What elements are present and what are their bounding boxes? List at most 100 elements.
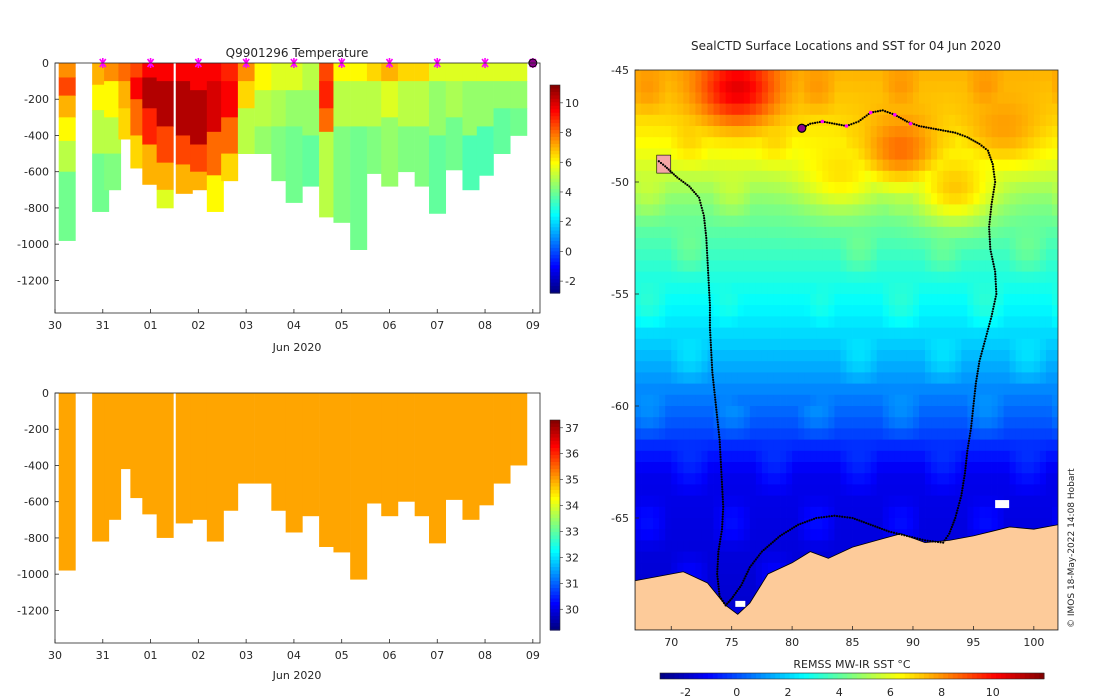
sst-cell — [695, 562, 702, 575]
sst-cell — [689, 462, 696, 474]
sst-cell — [1051, 204, 1058, 216]
sst-cell — [755, 473, 763, 485]
sst-cell — [713, 238, 720, 250]
sst-cell — [955, 170, 962, 183]
sst-cell — [991, 428, 998, 440]
sst-cell — [943, 394, 950, 407]
colorbar-segment — [550, 95, 560, 100]
sst-cell — [937, 406, 944, 418]
sst-cell — [991, 417, 998, 429]
sst-cell — [931, 338, 938, 351]
sst-cell — [773, 215, 781, 228]
sst-cell — [755, 495, 763, 508]
sst-cell — [786, 484, 793, 496]
sst-cell — [665, 450, 672, 463]
sst-cell — [846, 495, 853, 508]
sst-cell — [749, 182, 757, 194]
sst-cell — [743, 462, 751, 474]
sst-cell — [991, 462, 998, 474]
sst-cell — [761, 394, 769, 407]
colorbar-segment — [550, 539, 560, 544]
sst-cell — [1021, 394, 1029, 407]
sst-cell — [653, 473, 660, 485]
sst-cell — [937, 394, 944, 407]
sst-cell — [1021, 114, 1029, 127]
colorbar-segment — [890, 673, 896, 679]
sst-cell — [731, 282, 739, 295]
colorbar-segment — [550, 209, 560, 214]
sst-cell — [876, 383, 884, 396]
temperature-cell — [175, 164, 193, 194]
sst-cell — [780, 137, 787, 149]
sst-cell — [900, 417, 908, 429]
sst-cell — [997, 439, 1005, 452]
colorbar-segment — [852, 673, 858, 679]
track-point — [676, 176, 679, 179]
temperature-cell — [381, 63, 399, 82]
track-point — [988, 154, 991, 157]
sst-cell — [755, 114, 763, 127]
track-point — [871, 524, 875, 527]
sst-cell — [864, 282, 872, 295]
sst-cell — [695, 361, 702, 373]
x-tick-label: 04 — [287, 319, 301, 332]
sst-cell — [677, 159, 684, 172]
sst-cell — [810, 249, 817, 261]
sst-cell — [810, 238, 817, 250]
track-point — [913, 123, 916, 126]
sst-cell — [937, 249, 944, 261]
track-point — [859, 118, 862, 122]
sst-cell — [931, 316, 938, 328]
sst-cell — [798, 529, 805, 541]
sst-cell — [925, 70, 932, 82]
sst-cell — [943, 473, 950, 485]
sst-cell — [985, 159, 992, 172]
sst-cell — [852, 417, 859, 429]
track-point — [939, 128, 942, 132]
sst-cell — [919, 238, 926, 250]
sst-cell — [677, 372, 684, 384]
sst-cell — [858, 462, 866, 474]
sst-cell — [828, 506, 835, 519]
sst-cell — [894, 428, 902, 440]
sst-cell — [937, 462, 944, 474]
sst-cell — [780, 193, 787, 205]
sst-cell — [961, 170, 968, 183]
sst-cell — [931, 383, 938, 396]
sst-cell — [1051, 383, 1058, 396]
sst-cell — [816, 350, 823, 362]
sst-cell — [1009, 439, 1017, 452]
colorbar-segment — [550, 420, 560, 425]
y-tick-label: 0 — [42, 387, 49, 400]
sst-cell — [647, 495, 654, 508]
sst-cell — [931, 439, 938, 452]
sst-cell — [991, 316, 998, 328]
sst-cell — [786, 226, 793, 239]
sst-cell — [894, 249, 902, 261]
track-point — [716, 418, 719, 421]
sst-cell — [665, 551, 672, 564]
sst-cell — [834, 495, 841, 508]
sst-cell — [834, 182, 841, 194]
sst-cell — [961, 450, 968, 463]
sst-cell — [1051, 114, 1058, 127]
track-point — [992, 263, 995, 266]
sst-cell — [773, 394, 781, 407]
sst-cell — [919, 282, 926, 295]
sst-cell — [773, 182, 781, 194]
sst-cell — [755, 529, 763, 541]
track-point — [723, 602, 726, 605]
colorbar-segment — [550, 147, 560, 152]
sst-cell — [725, 92, 733, 104]
sst-cell — [846, 361, 853, 373]
sst-cell — [792, 193, 799, 205]
sst-cell — [900, 327, 908, 340]
sst-cell — [677, 394, 684, 407]
track-point — [964, 464, 967, 467]
sst-cell — [961, 215, 968, 228]
track-point — [968, 437, 971, 440]
sst-cell — [641, 170, 648, 183]
track-point — [974, 387, 977, 390]
track-point — [773, 539, 776, 542]
temperature-cell — [190, 171, 208, 191]
